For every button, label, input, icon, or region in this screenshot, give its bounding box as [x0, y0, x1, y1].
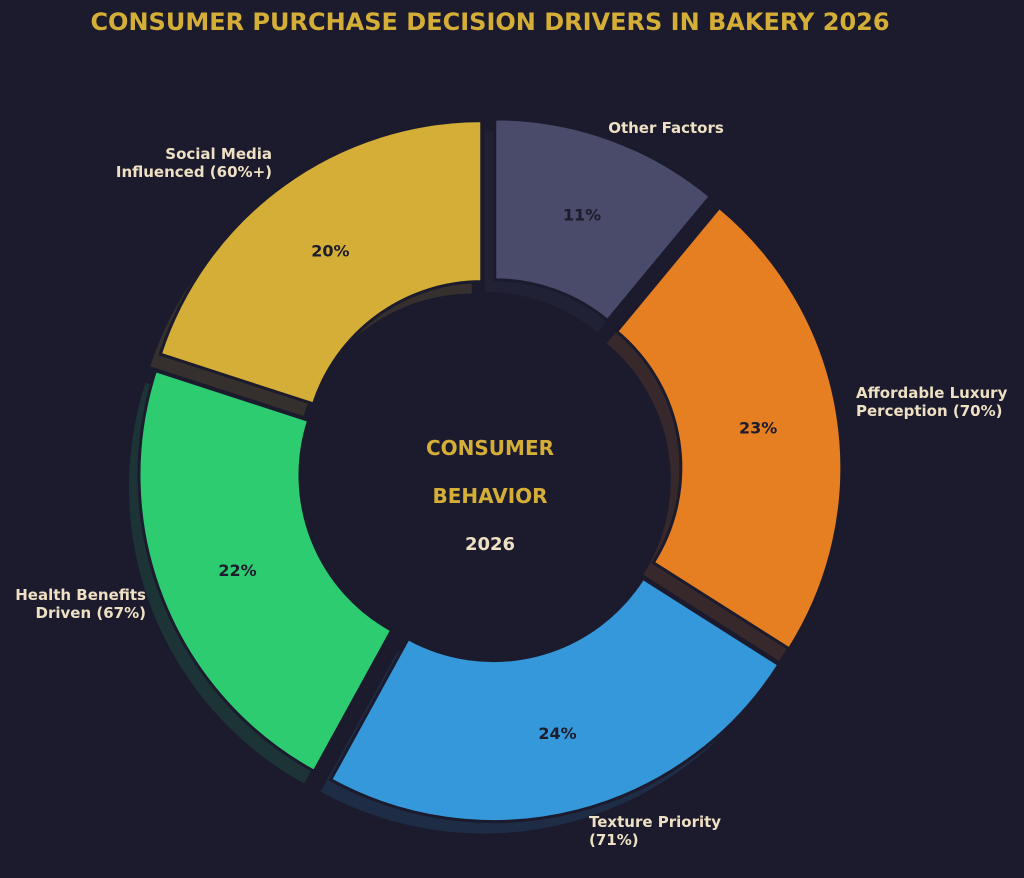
slice-4[interactable] — [158, 119, 484, 406]
percent-label: 20% — [311, 241, 349, 260]
percent-labels: 11% 23% 24% 22% 20% — [218, 206, 777, 743]
center-text-line-1: CONSUMER — [426, 436, 554, 460]
slice-2[interactable] — [328, 576, 781, 824]
category-label: Health Benefits Driven (67%) — [15, 586, 146, 622]
percent-label: 11% — [563, 206, 601, 225]
slice-1[interactable] — [614, 205, 844, 651]
percent-label: 22% — [218, 561, 256, 580]
slice-0[interactable] — [493, 117, 713, 323]
chart-title: CONSUMER PURCHASE DECISION DRIVERS IN BA… — [90, 8, 889, 36]
percent-label: 24% — [538, 724, 576, 743]
category-label: Texture Priority (71%) — [589, 813, 721, 849]
category-label: Social Media Influenced (60%+) — [116, 145, 272, 181]
center-text-line-3: 2026 — [465, 534, 515, 555]
percent-label: 23% — [739, 419, 777, 438]
slices — [137, 117, 844, 824]
slice-3[interactable] — [137, 368, 394, 774]
category-labels: Other Factors Affordable Luxury Perception… — [15, 119, 1007, 849]
category-label: Affordable Luxury Perception (70%) — [856, 384, 1008, 420]
center-text-line-2: BEHAVIOR — [432, 484, 547, 508]
category-label: Other Factors — [608, 119, 724, 137]
